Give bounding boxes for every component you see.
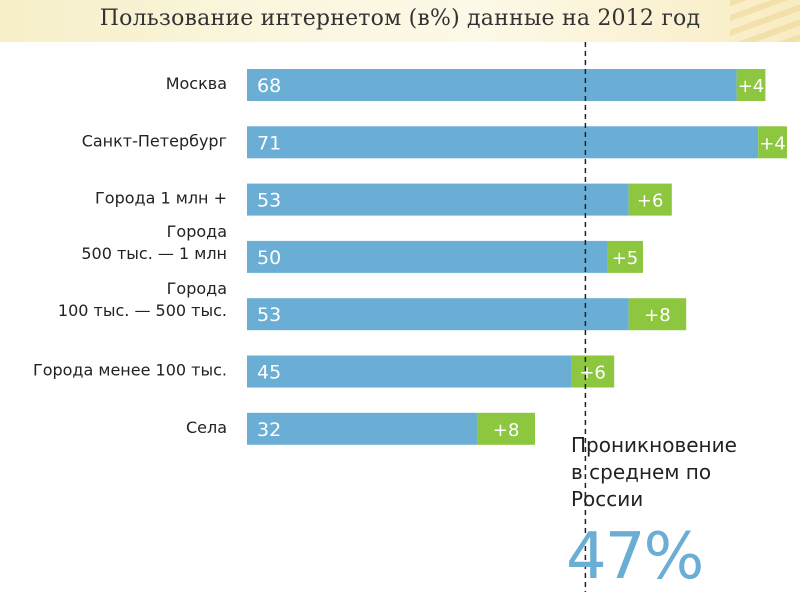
average-label-line: в среднем по [571, 460, 712, 484]
bar-value-label: 45 [257, 362, 281, 384]
bar-base [247, 355, 571, 388]
category-label: Города [167, 222, 227, 241]
title-band [0, 0, 800, 42]
bar-increment [477, 412, 535, 445]
bar-increment [736, 69, 766, 101]
bar-base [247, 183, 629, 216]
bar-base [247, 240, 607, 273]
average-label-line: Проникновение [571, 433, 737, 457]
category-label: 100 тыс. — 500 тыс. [58, 301, 227, 320]
bar-value-label: 68 [257, 75, 281, 97]
category-label: 500 тыс. — 1 млн [81, 244, 227, 263]
bar-value-label: 53 [257, 304, 281, 326]
average-penetration-value: 47% [566, 520, 704, 594]
bar-increment [571, 355, 615, 388]
increment-value-label: +6 [579, 363, 606, 384]
average-penetration-label: Проникновение в среднем по России [571, 432, 791, 513]
increment-value-label: +8 [493, 420, 520, 441]
category-label: Села [186, 418, 227, 437]
increment-value-label: +4 [759, 133, 786, 154]
bar-value-label: 71 [257, 132, 281, 154]
category-label: Города [167, 279, 227, 298]
increment-value-label: +5 [612, 248, 639, 269]
category-label: Города менее 100 тыс. [33, 361, 227, 380]
bar-value-label: 53 [257, 190, 281, 212]
bar-base [247, 126, 759, 159]
bar-increment [628, 183, 672, 216]
bar-increment [758, 126, 787, 159]
bar-increment [628, 298, 687, 331]
increment-value-label: +8 [644, 305, 671, 326]
increment-value-label: +6 [637, 191, 664, 212]
bar-base [247, 69, 737, 101]
category-label: Санкт-Петербург [82, 131, 227, 150]
category-label: Города 1 млн + [95, 189, 227, 208]
bar-base [247, 298, 629, 331]
bar-value-label: 50 [257, 247, 281, 269]
category-label: Москва [166, 74, 227, 93]
bar-base [247, 412, 478, 445]
bar-value-label: 32 [257, 419, 281, 441]
increment-value-label: +4 [738, 76, 765, 97]
average-label-line: России [571, 487, 644, 511]
bar-increment [607, 240, 643, 273]
chart-title: Пользование интернетом (в%) данные на 20… [99, 6, 701, 31]
